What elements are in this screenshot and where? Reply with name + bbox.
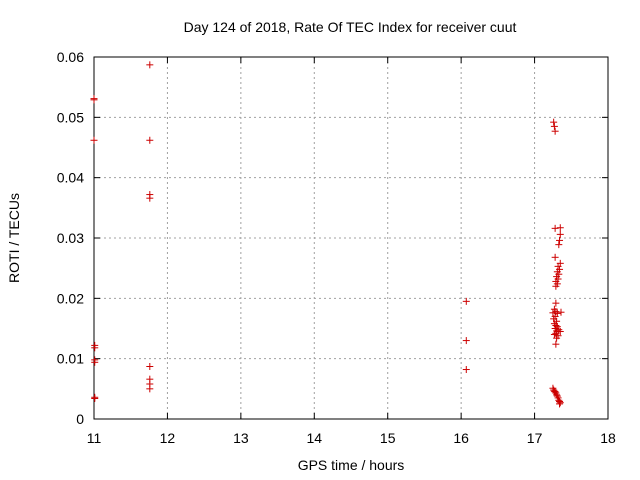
data-point	[550, 122, 558, 130]
x-axis-label: GPS time / hours	[298, 457, 405, 473]
axis-ticks	[93, 56, 609, 420]
x-tick-label: 17	[527, 430, 543, 446]
x-tick-label: 16	[453, 430, 469, 446]
data-point	[550, 118, 558, 126]
data-point	[550, 331, 558, 339]
data-point	[553, 391, 561, 399]
x-tick-label: 13	[233, 430, 249, 446]
data-point	[552, 389, 560, 397]
data-point	[549, 309, 557, 317]
data-points	[90, 61, 565, 408]
y-tick-label: 0.05	[57, 109, 84, 125]
data-point	[91, 394, 99, 402]
data-point	[552, 340, 560, 348]
y-tick-label: 0.06	[57, 49, 84, 65]
data-point	[552, 299, 560, 307]
x-tick-label: 12	[160, 430, 176, 446]
y-axis-label: ROTI / TECUs	[6, 193, 22, 283]
data-point	[553, 334, 561, 342]
data-point	[556, 399, 564, 407]
data-point	[462, 297, 470, 305]
y-tick-label: 0.04	[57, 170, 84, 186]
y-tick-labels: 0 0.01 0.02 0.03 0.04 0.05 0.06	[57, 49, 84, 427]
data-point	[556, 224, 564, 232]
data-point	[462, 337, 470, 345]
data-point	[552, 321, 560, 329]
data-point	[554, 262, 562, 270]
data-point	[146, 363, 154, 371]
chart-title: Day 124 of 2018, Rate Of TEC Index for r…	[184, 19, 517, 35]
y-tick-label: 0.02	[57, 290, 84, 306]
data-point	[146, 136, 154, 144]
data-point	[552, 308, 560, 316]
data-point	[551, 127, 559, 135]
data-point	[556, 328, 564, 336]
data-point	[552, 282, 560, 290]
data-point	[553, 392, 561, 400]
data-point	[551, 388, 559, 396]
grid-lines	[94, 57, 608, 419]
x-tick-label: 14	[306, 430, 322, 446]
y-tick-label: 0	[76, 411, 84, 427]
data-point	[550, 320, 558, 328]
x-tick-labels: 11 12 13 14 15 16 17 18	[87, 430, 616, 446]
data-point	[557, 308, 565, 316]
data-point	[556, 400, 564, 408]
data-point	[556, 230, 564, 238]
data-point	[146, 385, 154, 393]
data-point	[91, 358, 99, 366]
data-point	[146, 61, 154, 69]
data-point	[549, 384, 557, 392]
data-point	[555, 241, 563, 249]
y-tick-label: 0.03	[57, 230, 84, 246]
data-point	[90, 136, 98, 144]
x-tick-label: 11	[87, 430, 102, 446]
data-point	[550, 387, 558, 395]
data-point	[91, 344, 99, 352]
data-point	[551, 224, 559, 232]
data-point	[146, 194, 154, 202]
y-tick-label: 0.01	[57, 351, 84, 367]
data-point	[462, 366, 470, 374]
data-point	[551, 253, 559, 261]
x-tick-label: 15	[380, 430, 396, 446]
data-point	[90, 96, 98, 104]
data-point	[556, 236, 564, 244]
x-tick-label: 18	[600, 430, 616, 446]
